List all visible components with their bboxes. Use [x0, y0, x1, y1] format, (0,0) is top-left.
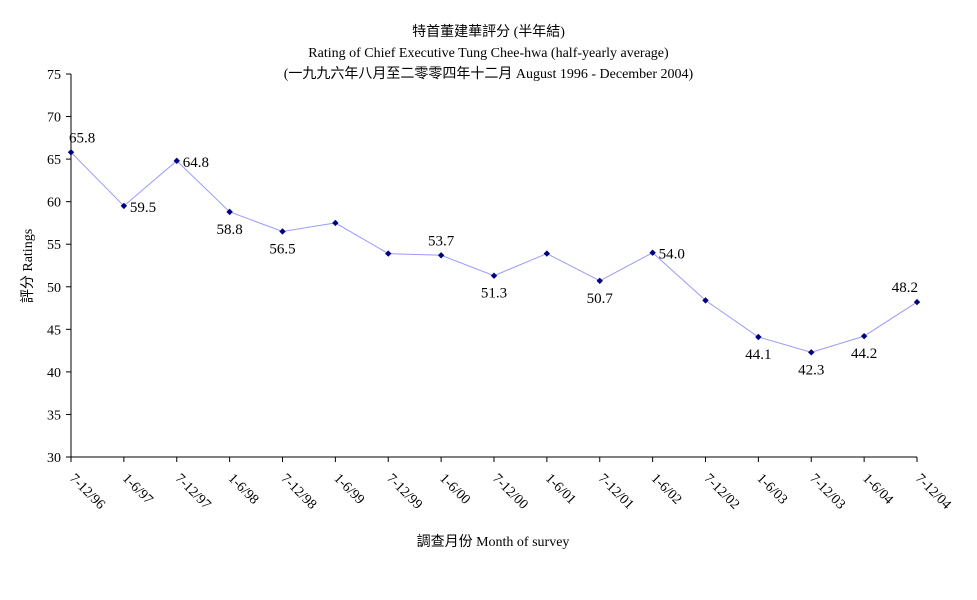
- x-tick-label: 7-12/97: [172, 471, 213, 512]
- x-tick-label: 1-6/02: [648, 471, 684, 507]
- x-tick-label: 7-12/96: [66, 471, 107, 512]
- y-axis: 30 35 40 45 50 55 60 65 70 75: [47, 68, 72, 466]
- y-axis-title: 評分 Ratings: [20, 229, 36, 303]
- x-tick-label: 7-12/02: [701, 471, 742, 512]
- data-point: [808, 349, 815, 356]
- data-point: [332, 219, 339, 227]
- data-label: 44.1: [745, 347, 771, 363]
- data-label: 48.2: [892, 280, 918, 296]
- y-tick-label: 60: [47, 196, 61, 211]
- data-label: 64.8: [183, 155, 209, 171]
- data-point: [649, 249, 656, 256]
- data-label: 58.8: [217, 222, 243, 238]
- data-label: 59.5: [130, 200, 156, 216]
- data-point: [543, 250, 551, 257]
- y-tick-label: 70: [47, 111, 61, 126]
- data-label: 56.5: [269, 241, 295, 257]
- data-label: 50.7: [587, 291, 614, 307]
- x-tick-label: 1-6/99: [331, 471, 367, 507]
- data-point: [437, 252, 445, 259]
- y-tick-label: 30: [47, 451, 61, 466]
- series-line: [70, 151, 918, 353]
- x-tick-label: 7-12/98: [278, 471, 319, 512]
- x-tick-label: 1-6/04: [859, 471, 895, 507]
- data-point: [385, 250, 392, 257]
- x-tick-label: 1-6/01: [542, 471, 578, 507]
- data-point: [860, 332, 868, 340]
- x-tick-label: 7-12/99: [383, 471, 424, 512]
- data-point: [913, 298, 921, 306]
- x-tick-label: 7-12/03: [806, 471, 847, 512]
- y-tick-label: 35: [47, 408, 61, 423]
- x-tick-label: 7-12/04: [912, 471, 953, 512]
- x-axis-title: 調查月份 Month of survey: [417, 534, 570, 550]
- x-tick-label: 1-6/97: [119, 471, 155, 507]
- data-label: 65.8: [69, 130, 95, 146]
- data-label: 53.7: [428, 233, 455, 249]
- y-tick-label: 50: [47, 281, 61, 296]
- data-point: [596, 277, 603, 285]
- data-point: [120, 202, 128, 210]
- x-tick-label: 7-12/01: [595, 471, 636, 512]
- data-label: 51.3: [481, 286, 507, 302]
- x-axis: 7-12/96 1-6/97 7-12/97 1-6/98 7-12/98 1-6/99 7…: [66, 456, 954, 513]
- series-rating: [67, 149, 921, 356]
- data-point: [67, 149, 75, 156]
- data-point: [226, 208, 233, 216]
- x-tick-label: 1-6/00: [436, 471, 472, 507]
- x-tick-label: 1-6/98: [225, 471, 261, 507]
- y-tick-label: 45: [47, 323, 61, 338]
- chart-subtitle-period: (一九九六年八月至二零零四年十二月 August 1996 - December…: [283, 67, 694, 82]
- chart-title: 特首董建華評分 (半年結): [412, 25, 565, 40]
- data-point: [490, 272, 498, 279]
- y-tick-label: 55: [47, 238, 61, 253]
- y-tick-label: 65: [47, 153, 61, 168]
- y-tick-label: 40: [47, 366, 61, 381]
- data-label: 54.0: [659, 247, 685, 263]
- data-point: [173, 157, 180, 165]
- data-point: [279, 228, 286, 235]
- data-point: [702, 297, 709, 304]
- data-label: 44.2: [851, 346, 877, 362]
- data-label: 42.3: [798, 362, 824, 378]
- chart-subtitle-english: Rating of Chief Executive Tung Chee-hwa …: [308, 46, 669, 61]
- chart-title-block: 特首董建華評分 (半年結) Rating of Chief Executive …: [0, 22, 977, 85]
- data-labels: 65.8 59.5 64.8 58.8 56.5 53.7 51.3 50.7 54.0 44.1…: [69, 130, 918, 378]
- x-tick-label: 1-6/03: [754, 471, 790, 507]
- y-tick-label: 75: [47, 68, 61, 83]
- data-point: [755, 333, 762, 341]
- x-tick-label: 7-12/00: [489, 471, 530, 512]
